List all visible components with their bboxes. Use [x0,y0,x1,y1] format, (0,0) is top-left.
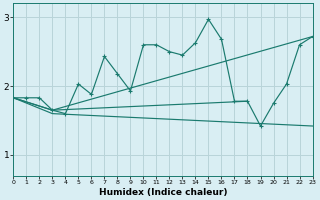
X-axis label: Humidex (Indice chaleur): Humidex (Indice chaleur) [99,188,227,197]
